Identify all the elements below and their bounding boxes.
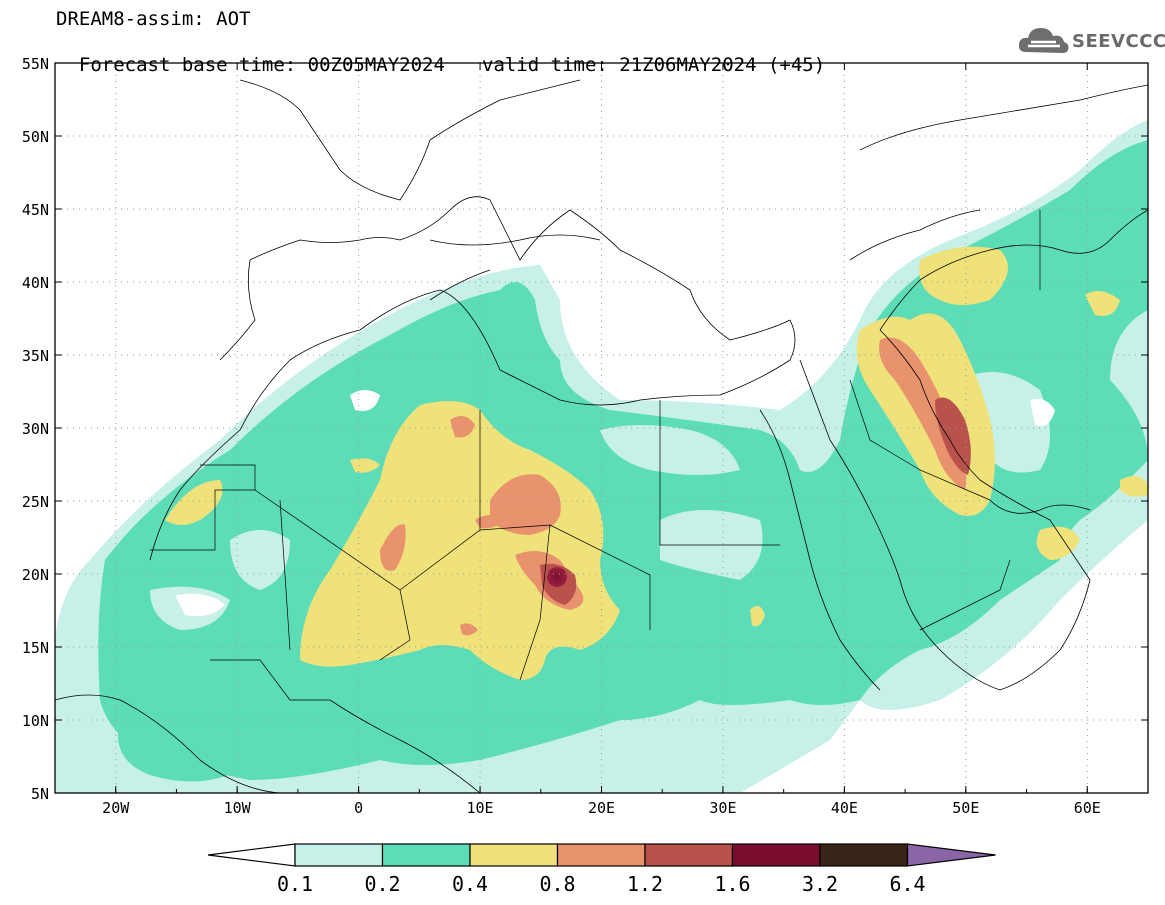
lat-tick-label: 35N	[22, 347, 49, 365]
lon-tick-label: 10W	[224, 799, 252, 817]
country-borders	[150, 210, 1041, 701]
lon-tick-label: 10E	[467, 799, 494, 817]
colorbar-swatch	[294, 843, 384, 867]
colorbar-label: 3.2	[802, 872, 838, 896]
lon-tick-label: 20W	[102, 799, 130, 817]
lon-tick-label: 20E	[588, 799, 615, 817]
aot-field	[55, 120, 1148, 793]
lon-tick-label: 40E	[831, 799, 858, 817]
lat-tick-label: 30N	[22, 420, 49, 438]
logo-text: SEEVCCC	[1072, 31, 1165, 52]
colorbar-label: 1.2	[627, 872, 663, 896]
forecast-base-time: Forecast base time: 00Z05MAY2024	[78, 54, 445, 76]
latitude-axis: 55N 50N 45N 40N 35N 30N 25N 20N 15N 10N 5N	[22, 55, 1148, 803]
lat-tick-label: 55N	[22, 55, 49, 73]
colorbar-swatch	[381, 843, 471, 867]
colorbar-label: 0.2	[364, 872, 400, 896]
lat-tick-label: 5N	[31, 785, 49, 803]
aot-clear-areas	[175, 390, 1055, 617]
lon-tick-label: 60E	[1074, 799, 1101, 817]
colorbar-label: 0.1	[277, 872, 313, 896]
coastlines	[55, 79, 1148, 793]
colorbar-swatch	[556, 843, 646, 867]
aot-hotspot	[547, 567, 567, 587]
lat-tick-label: 20N	[22, 566, 49, 584]
colorbar: 0.1 0.2 0.4 0.8 1.2 1.6 3.2 6.4	[207, 843, 996, 896]
lon-tick-label: 50E	[952, 799, 979, 817]
colorbar-min-arrow	[207, 843, 296, 867]
seevccc-logo: SEEVCCC	[1016, 22, 1165, 60]
colorbar-label: 0.4	[452, 872, 488, 896]
lat-tick-label: 15N	[22, 639, 49, 657]
lat-tick-label: 25N	[22, 493, 49, 511]
colorbar-max-arrow	[906, 843, 996, 867]
lat-tick-label: 40N	[22, 274, 49, 292]
forecast-times: Forecast base time: 00Z05MAY2024 valid ti…	[56, 32, 825, 76]
lon-tick-label: 30E	[709, 799, 736, 817]
colorbar-swatch	[731, 843, 821, 867]
colorbar-swatch	[819, 843, 909, 867]
longitude-axis: 20W 10W 0 10E 20E 30E 40E 50E 60E	[54, 63, 1149, 817]
colorbar-label: 6.4	[889, 872, 925, 896]
lon-tick-label: 0	[354, 799, 363, 817]
cloud-icon	[1018, 28, 1069, 53]
lat-tick-label: 45N	[22, 201, 49, 219]
lat-tick-label: 10N	[22, 712, 49, 730]
colorbar-swatch	[469, 843, 559, 867]
colorbar-label: 1.6	[714, 872, 750, 896]
valid-time: valid time: 21Z06MAY2024 (+45)	[482, 54, 826, 76]
colorbar-label: 0.8	[539, 872, 575, 896]
lat-tick-label: 50N	[22, 128, 49, 146]
map-title: DREAM8-assim: AOT	[56, 8, 251, 30]
colorbar-swatch	[644, 843, 734, 867]
graticule	[55, 63, 1148, 793]
